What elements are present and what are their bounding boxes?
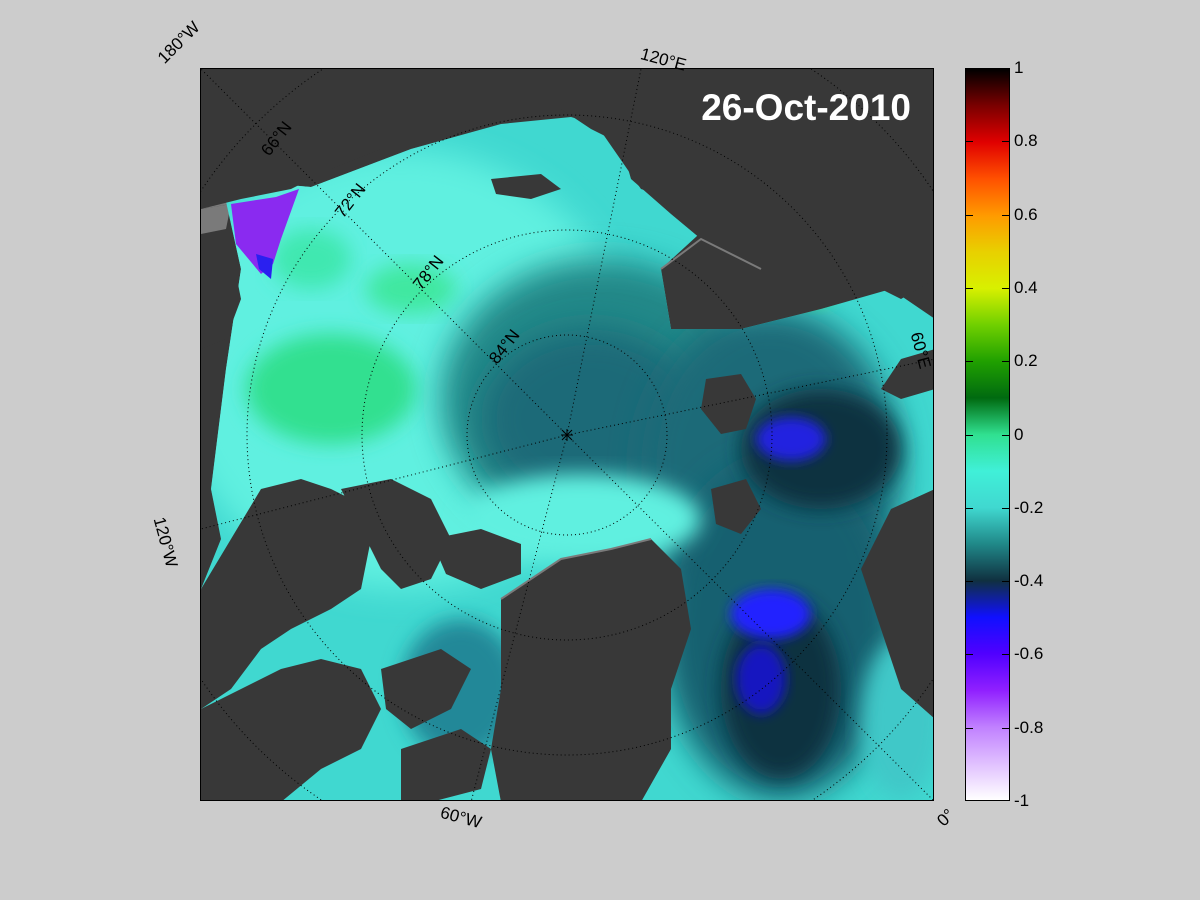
colorbar-tick-label: 0.2	[1014, 351, 1038, 371]
lon-label-120w: 120°W	[149, 515, 182, 570]
colorbar-tick-label: -0.8	[1014, 717, 1044, 737]
colorbar-tick	[965, 434, 973, 436]
colorbar-tick-label: 0.6	[1014, 204, 1038, 224]
lat-circle-72n	[246, 114, 888, 756]
colorbar-tick	[965, 581, 973, 583]
colorbar-tick	[1002, 361, 1010, 363]
colorbar-tick	[965, 507, 973, 509]
colorbar-tick-label: 0	[1014, 424, 1024, 444]
colorbar-tick	[965, 214, 973, 216]
blue-anomaly	[256, 254, 273, 279]
colorbar-tick	[1002, 507, 1010, 509]
colorbar-tick	[965, 727, 973, 729]
meridian-120w	[201, 434, 568, 530]
meridian-60w	[471, 434, 568, 800]
map-panel: 66°N 72°N 78°N 84°N 26-Oct-2010	[200, 68, 934, 801]
colorbar-tick	[965, 654, 973, 656]
lon-label-0: 0°	[933, 805, 959, 831]
lat-circle-78n	[361, 229, 773, 641]
lat-circle-84n	[466, 334, 668, 536]
colorbar-tick	[1002, 581, 1010, 583]
colorbar-tick	[965, 287, 973, 289]
colorbar-tick-label: 0.4	[1014, 277, 1038, 297]
ocean-field	[201, 117, 933, 800]
graticule	[201, 69, 933, 800]
colorbar-tick	[965, 141, 973, 143]
colorbar-tick	[1002, 434, 1010, 436]
colorbar-tick-label: 1	[1014, 58, 1024, 77]
colorbar-tick-label: -0.4	[1014, 571, 1044, 591]
north-pole-marker	[561, 429, 573, 441]
coast-outline	[500, 237, 762, 600]
colorbar-tick	[1002, 214, 1010, 216]
colorbar-tick-label: -0.6	[1014, 644, 1044, 664]
colorbar-tick	[1002, 654, 1010, 656]
purple-anomaly	[231, 189, 299, 274]
colorbar-tick	[965, 361, 973, 363]
colorbar-tick	[1002, 141, 1010, 143]
colorbar-tick-label: -0.2	[1014, 497, 1044, 517]
colorbar-tick	[1002, 727, 1010, 729]
arctic-map: 66°N 72°N 78°N 84°N	[201, 69, 933, 800]
colorbar-tick-label: 0.8	[1014, 131, 1038, 151]
date-label: 26-Oct-2010	[701, 87, 911, 128]
land-masses	[201, 69, 933, 800]
colorbar-tick-label: -1	[1014, 791, 1030, 810]
lon-label-180w: 180°W	[153, 17, 204, 68]
lon-label-60w: 60°W	[438, 802, 484, 833]
colorbar-tick	[1002, 287, 1010, 289]
